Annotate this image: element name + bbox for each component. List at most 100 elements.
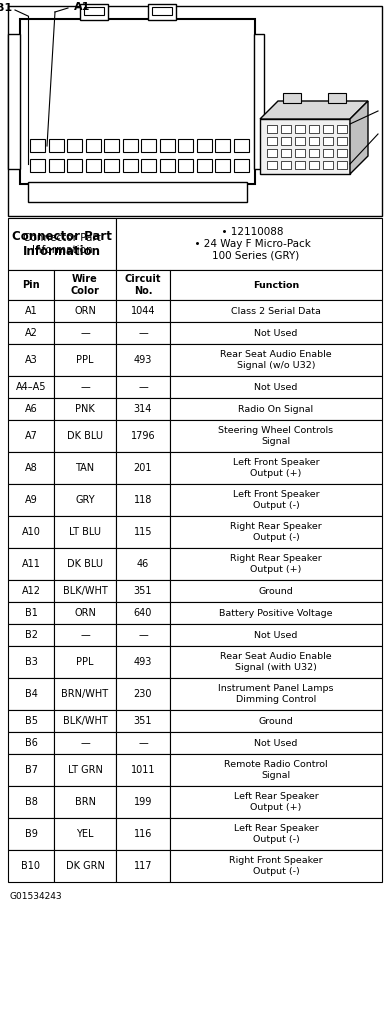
- Bar: [8, 516, 54, 548]
- Bar: [8, 322, 54, 344]
- Bar: [8, 270, 54, 300]
- Text: GRY: GRY: [75, 495, 95, 505]
- Bar: [54, 398, 116, 420]
- Text: B10: B10: [21, 861, 40, 871]
- Bar: [8, 218, 116, 270]
- Text: B2: B2: [24, 630, 38, 640]
- Text: Not Used: Not Used: [254, 738, 298, 748]
- Bar: [116, 710, 170, 732]
- Bar: [54, 452, 116, 484]
- Text: 493: 493: [134, 657, 152, 667]
- Bar: [170, 270, 382, 300]
- Bar: [116, 270, 170, 300]
- Bar: [170, 754, 382, 786]
- Bar: [309, 137, 319, 145]
- Bar: [30, 159, 45, 172]
- Text: 230: 230: [134, 689, 152, 699]
- Text: A4–A5: A4–A5: [16, 382, 46, 392]
- Bar: [8, 344, 54, 376]
- Bar: [309, 125, 319, 133]
- Bar: [337, 125, 347, 133]
- Bar: [116, 732, 170, 754]
- Bar: [54, 624, 116, 646]
- Bar: [8, 376, 54, 398]
- Bar: [309, 161, 319, 169]
- Text: Not Used: Not Used: [254, 383, 298, 391]
- Text: B5: B5: [24, 716, 38, 726]
- Text: 1011: 1011: [131, 765, 155, 775]
- Text: Remote Radio Control
Signal: Remote Radio Control Signal: [224, 760, 328, 779]
- Bar: [116, 322, 170, 344]
- Text: B3: B3: [24, 657, 37, 667]
- Bar: [8, 548, 54, 580]
- Bar: [116, 624, 170, 646]
- Bar: [170, 818, 382, 850]
- Bar: [295, 161, 305, 169]
- Bar: [54, 420, 116, 452]
- Text: Right Rear Speaker
Output (+): Right Rear Speaker Output (+): [230, 554, 322, 573]
- Text: ORN: ORN: [74, 608, 96, 618]
- Bar: [323, 150, 333, 157]
- Text: PNK: PNK: [75, 404, 95, 414]
- Bar: [170, 322, 382, 344]
- Text: A1: A1: [24, 306, 37, 316]
- Bar: [104, 159, 119, 172]
- Bar: [116, 786, 170, 818]
- Bar: [116, 850, 170, 882]
- Bar: [170, 300, 382, 322]
- Bar: [116, 218, 382, 270]
- Bar: [170, 580, 382, 602]
- Text: A9: A9: [24, 495, 37, 505]
- Bar: [54, 646, 116, 678]
- Bar: [170, 646, 382, 678]
- Text: —: —: [80, 382, 90, 392]
- Bar: [54, 322, 116, 344]
- Text: Rear Seat Audio Enable
Signal (with U32): Rear Seat Audio Enable Signal (with U32): [220, 652, 332, 672]
- Text: Ground: Ground: [259, 587, 293, 596]
- Text: Left Rear Speaker
Output (+): Left Rear Speaker Output (+): [234, 793, 319, 812]
- Text: DK BLU: DK BLU: [67, 559, 103, 569]
- Bar: [8, 818, 54, 850]
- Bar: [116, 646, 170, 678]
- Bar: [67, 139, 82, 152]
- Bar: [116, 818, 170, 850]
- Text: A3: A3: [24, 355, 37, 365]
- Bar: [54, 376, 116, 398]
- Bar: [281, 137, 291, 145]
- Bar: [123, 139, 137, 152]
- Text: Connector Part
Information: Connector Part Information: [23, 233, 101, 255]
- Bar: [170, 732, 382, 754]
- Text: B1: B1: [24, 608, 37, 618]
- Text: Left Front Speaker
Output (+): Left Front Speaker Output (+): [233, 459, 319, 478]
- Bar: [170, 786, 382, 818]
- Bar: [148, 4, 176, 20]
- Bar: [141, 159, 156, 172]
- Bar: [116, 344, 170, 376]
- Bar: [8, 580, 54, 602]
- Bar: [8, 602, 54, 624]
- Text: ORN: ORN: [74, 306, 96, 316]
- Bar: [8, 484, 54, 516]
- Bar: [170, 678, 382, 710]
- Bar: [67, 159, 82, 172]
- Bar: [8, 624, 54, 646]
- Bar: [323, 137, 333, 145]
- Bar: [54, 484, 116, 516]
- Bar: [8, 678, 54, 710]
- Bar: [260, 119, 350, 174]
- Bar: [295, 125, 305, 133]
- Bar: [123, 159, 137, 172]
- Bar: [178, 139, 193, 152]
- Text: Circuit
No.: Circuit No.: [125, 274, 161, 296]
- Text: Pin: Pin: [22, 280, 40, 290]
- Text: 46: 46: [137, 559, 149, 569]
- Bar: [323, 125, 333, 133]
- Text: —: —: [138, 738, 148, 748]
- Text: A8: A8: [24, 463, 37, 473]
- Bar: [85, 139, 100, 152]
- Bar: [8, 398, 54, 420]
- Bar: [30, 139, 45, 152]
- Text: PPL: PPL: [76, 355, 94, 365]
- Text: BLK/WHT: BLK/WHT: [62, 586, 107, 596]
- Bar: [337, 161, 347, 169]
